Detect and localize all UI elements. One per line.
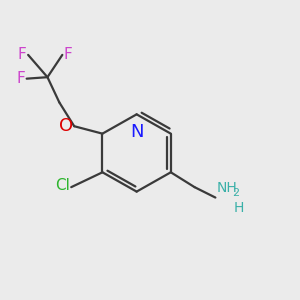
Text: F: F [16,71,25,86]
Text: N: N [130,123,143,141]
Text: NH: NH [217,181,238,195]
Text: H: H [233,200,244,214]
Text: F: F [18,47,27,62]
Text: Cl: Cl [55,178,70,193]
Text: 2: 2 [232,188,239,198]
Text: F: F [64,47,73,62]
Text: O: O [58,117,73,135]
